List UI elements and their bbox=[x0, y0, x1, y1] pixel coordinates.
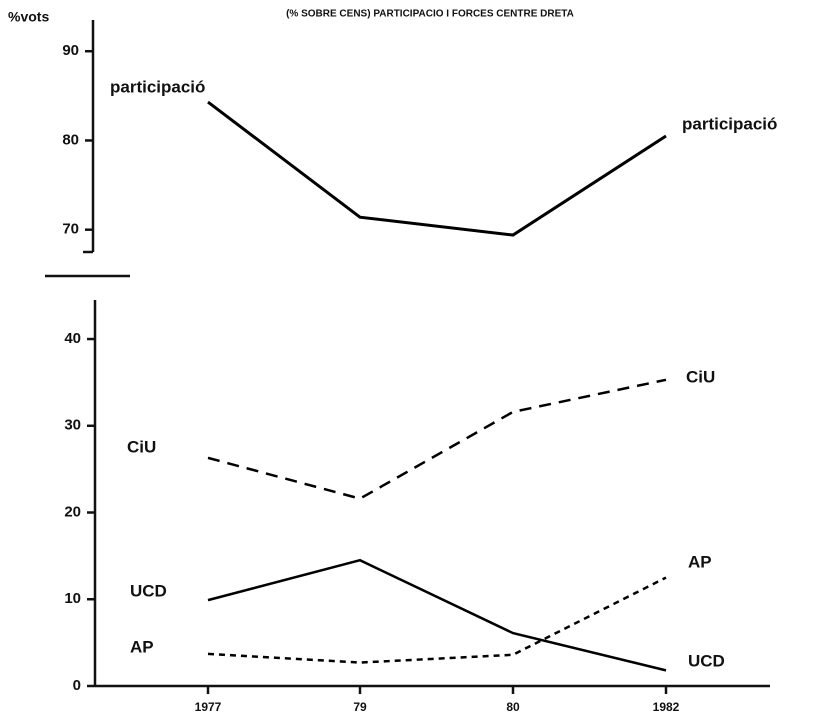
series-line bbox=[207, 576, 667, 664]
x-tick-label: 80 bbox=[506, 700, 520, 714]
series-label: AP bbox=[688, 552, 712, 571]
y-tick-label: 0 bbox=[73, 677, 81, 694]
y-tick-label: 30 bbox=[64, 417, 81, 434]
y-tick-label: 80 bbox=[62, 131, 79, 148]
series-label: UCD bbox=[688, 651, 725, 670]
series-label: CiU bbox=[127, 437, 156, 456]
x-tick-label: 1982 bbox=[653, 700, 680, 714]
series-line bbox=[207, 100, 667, 237]
series-line bbox=[207, 378, 667, 500]
y-tick-label: 40 bbox=[64, 330, 81, 347]
series-label: AP bbox=[130, 637, 154, 656]
y-tick-label: 10 bbox=[64, 590, 81, 607]
y-tick-label: 70 bbox=[62, 221, 79, 238]
chart-title: (% SOBRE CENS) PARTICIPACIO I FORCES CEN… bbox=[286, 9, 574, 20]
series-line bbox=[207, 558, 667, 672]
x-tick-label: 1977 bbox=[195, 700, 222, 714]
series-label: participació bbox=[110, 77, 205, 96]
y-tick-label: 90 bbox=[62, 42, 79, 59]
series-label: CiU bbox=[686, 367, 715, 386]
series-label: UCD bbox=[130, 581, 167, 600]
x-tick-label: 79 bbox=[353, 700, 367, 714]
y-axis-label: %vots bbox=[8, 9, 49, 25]
y-tick-label: 20 bbox=[64, 503, 81, 520]
series-label: participació bbox=[682, 114, 777, 133]
